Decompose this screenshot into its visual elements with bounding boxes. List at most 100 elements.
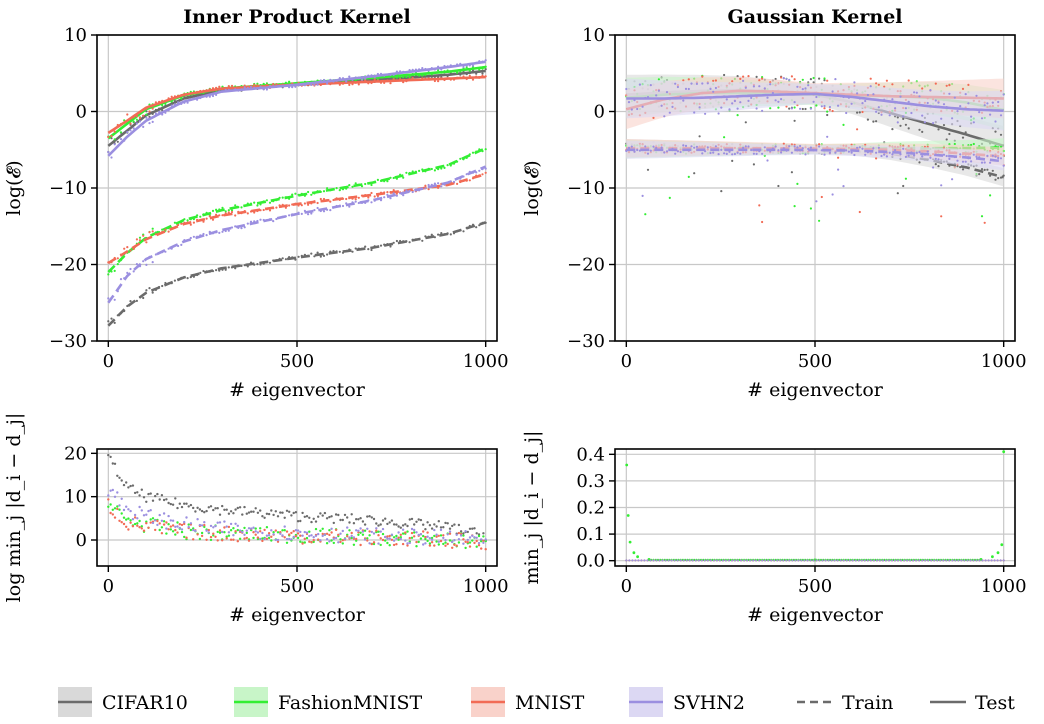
data-point [983,104,986,107]
data-point [413,531,416,534]
data-point [769,107,772,110]
data-point [216,521,219,524]
data-point [1002,93,1005,96]
data-point [930,559,933,562]
data-point [399,533,402,536]
data-point [478,169,481,172]
data-point [138,494,141,497]
data-point [731,159,734,162]
data-point [243,264,246,267]
data-point [940,184,943,187]
data-point [379,530,382,533]
data-point [761,77,764,80]
data-point [392,543,396,547]
data-point [299,519,302,523]
data-point [646,559,649,562]
data-point [477,541,481,545]
panel-inner-product-gap: 0 500 1000 20 10 0 # eigenvector log min_j |d_i… [3,413,509,626]
data-point [904,123,908,126]
data-point [232,512,235,515]
data-point [129,122,132,125]
data-point [863,559,866,562]
data-point [314,534,318,537]
data-point [256,82,259,85]
data-point [657,89,661,92]
data-point [357,201,360,205]
data-point [641,105,644,108]
data-point [399,537,402,541]
data-point [942,153,946,156]
data-point [777,106,780,109]
data-point [332,521,335,525]
data-point [428,542,432,545]
data-point [921,130,924,133]
data-point [313,209,316,212]
data-point [126,246,129,249]
data-point [156,523,159,527]
data-point [147,509,150,513]
data-point [785,559,788,562]
data-point [940,215,943,218]
data-point [263,516,266,519]
data-point [272,531,275,534]
data-point [956,165,959,168]
data-point [739,101,742,104]
data-point [953,142,956,146]
data-point [761,152,764,155]
data-point [942,123,946,127]
data-point [437,233,440,236]
data-point [142,296,145,300]
data-point [744,121,747,124]
data-point [422,534,425,538]
data-point [954,559,957,562]
data-point [796,182,799,185]
data-point [652,559,655,562]
data-point [200,534,204,538]
data-point [174,528,177,532]
data-point [303,537,306,540]
data-point [801,107,804,111]
data-point [419,533,423,536]
data-point [360,78,364,81]
data-point [823,79,826,82]
data-point [703,559,706,562]
data-point [826,79,829,82]
data-point [937,158,940,161]
data-point [267,512,271,516]
data-point [649,149,652,152]
data-point [932,166,935,169]
data-point [120,479,123,482]
data-point [252,531,255,534]
data-point [243,86,246,89]
data-point [633,150,636,153]
data-point [296,532,300,535]
data-point [216,507,219,510]
data-point [466,530,469,534]
data-point [482,539,485,542]
data-point [205,529,208,532]
data-point [174,525,177,528]
data-point [766,159,769,162]
data-point [749,559,752,562]
data-point [709,151,712,155]
data-point [422,523,425,526]
data-point [480,547,483,550]
data-point [676,150,680,153]
data-point [176,506,179,510]
data-point [888,114,891,117]
data-point [698,106,701,109]
data-point [410,517,414,521]
legend-label: Train [842,692,893,714]
data-point [212,534,215,537]
data-point [357,196,360,199]
data-point [180,505,184,509]
data-point [223,508,226,511]
data-point [332,537,335,540]
data-point [232,538,235,541]
data-point [733,99,737,103]
data-point [742,75,745,78]
data-point [888,559,890,562]
data-point [321,527,324,530]
data-point [366,527,369,530]
data-point [189,528,193,532]
